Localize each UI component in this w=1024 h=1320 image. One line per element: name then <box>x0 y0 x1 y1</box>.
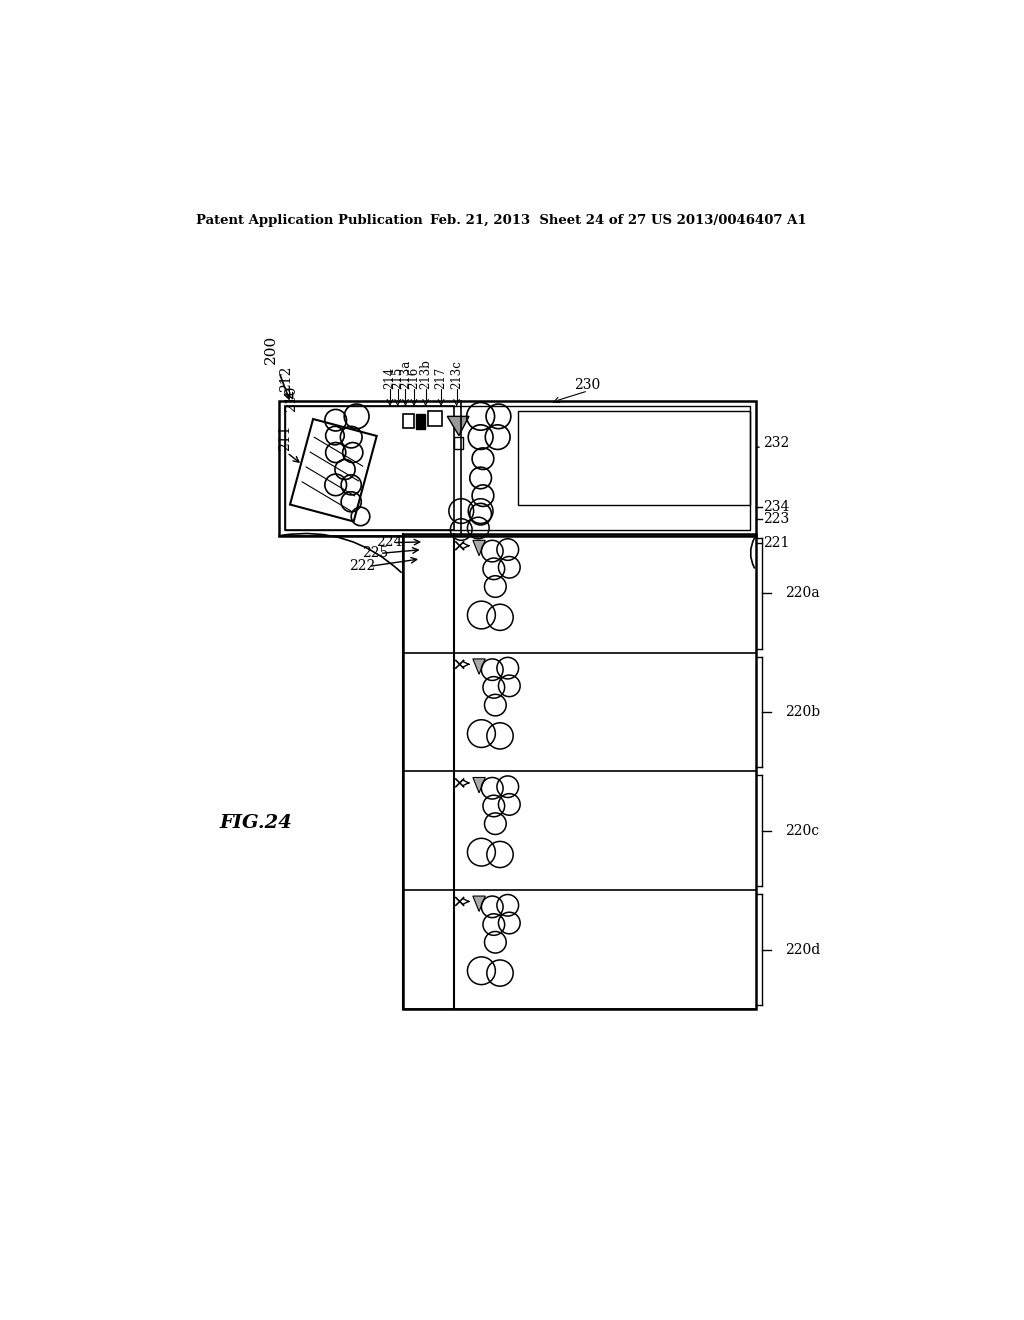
Bar <box>403 535 756 1010</box>
Polygon shape <box>447 416 469 436</box>
Bar <box>403 414 414 428</box>
Text: 214: 214 <box>383 367 396 389</box>
Bar <box>518 411 751 506</box>
Text: 225: 225 <box>362 546 388 560</box>
Text: 234: 234 <box>764 500 790 515</box>
Text: 230: 230 <box>573 379 600 392</box>
Text: 220d: 220d <box>785 942 820 957</box>
Polygon shape <box>473 540 485 556</box>
Polygon shape <box>473 777 485 793</box>
Text: 223: 223 <box>764 512 790 525</box>
Bar <box>285 407 454 531</box>
Text: 222: 222 <box>349 560 375 573</box>
Text: 200: 200 <box>263 335 278 364</box>
Polygon shape <box>473 659 485 675</box>
Text: 211: 211 <box>278 425 292 451</box>
Text: 220b: 220b <box>785 705 820 719</box>
Bar <box>416 414 425 429</box>
Text: Patent Application Publication: Patent Application Publication <box>197 214 423 227</box>
Bar <box>285 407 751 531</box>
Bar <box>428 411 442 426</box>
Text: FIG.24: FIG.24 <box>219 814 292 833</box>
Text: 215: 215 <box>391 367 404 389</box>
Polygon shape <box>473 896 485 911</box>
Text: US 2013/0046407 A1: US 2013/0046407 A1 <box>651 214 807 227</box>
Text: 224: 224 <box>376 535 402 549</box>
Text: 232: 232 <box>764 437 790 450</box>
Text: 213b: 213b <box>419 359 432 389</box>
Text: 213c: 213c <box>451 360 463 389</box>
Text: 212: 212 <box>280 366 293 392</box>
Bar <box>290 418 377 521</box>
Text: 210: 210 <box>285 387 299 412</box>
Text: 216: 216 <box>408 367 421 389</box>
Bar <box>280 401 756 536</box>
Text: 213a: 213a <box>399 360 412 389</box>
Text: 221: 221 <box>764 536 790 550</box>
Text: 220a: 220a <box>785 586 820 601</box>
Text: 217: 217 <box>434 367 447 389</box>
Text: Feb. 21, 2013  Sheet 24 of 27: Feb. 21, 2013 Sheet 24 of 27 <box>430 214 646 227</box>
Bar <box>454 437 463 449</box>
Text: 220c: 220c <box>785 824 819 838</box>
